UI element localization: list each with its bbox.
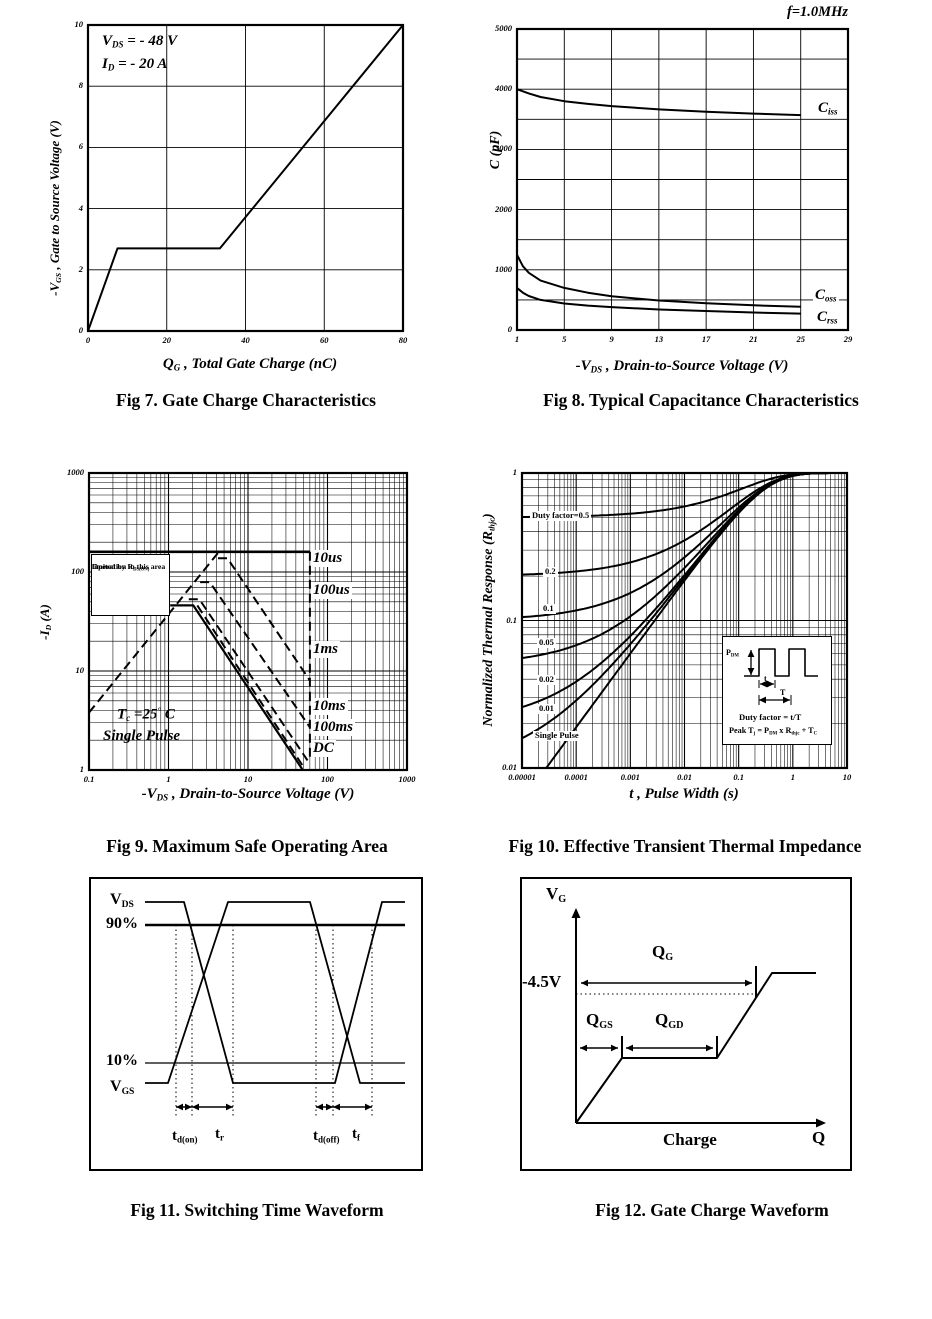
- fig8-caption: Fig 8. Typical Capacitance Characteristi…: [543, 390, 859, 410]
- fig8-plot: [515, 27, 850, 332]
- fig10-inset-art: [744, 648, 818, 705]
- fig9-plot: [87, 471, 409, 772]
- fig12-caption: Fig 12. Gate Charge Waveform: [595, 1200, 829, 1220]
- fig11-diagram: [89, 877, 423, 1171]
- fig10-caption: Fig 10. Effective Transient Thermal Impe…: [508, 836, 862, 856]
- fig11-caption: Fig 11. Switching Time Waveform: [130, 1200, 384, 1220]
- fig12-diagram: [520, 877, 852, 1171]
- fig7-plot: [86, 23, 405, 333]
- fig7-caption: Fig 7. Gate Charge Characteristics: [116, 390, 376, 410]
- fig9-caption: Fig 9. Maximum Safe Operating Area: [106, 836, 388, 856]
